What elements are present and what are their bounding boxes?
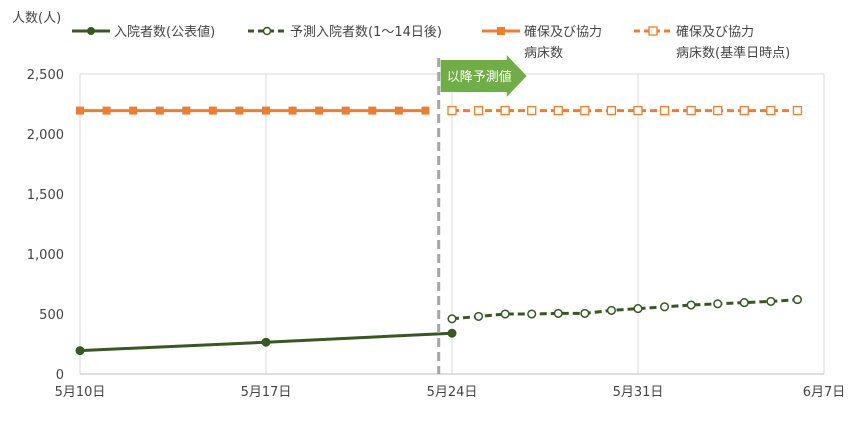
legend: 入院者数(公表値) 予測入院者数(1～14日後) 確保及び協力 病床数 確保及び… [72, 24, 790, 61]
y-tick-label: 2,000 [27, 128, 64, 143]
data-point [580, 105, 590, 116]
data-point [686, 300, 696, 310]
data-point [527, 105, 537, 116]
data-point [606, 305, 616, 315]
data-point [739, 298, 749, 308]
legend-label-forecast: 予測入院者数(1～14日後) [290, 25, 442, 40]
y-tick-label: 1,000 [27, 248, 64, 263]
data-point [262, 106, 270, 115]
data-point [447, 105, 457, 116]
x-tick-label: 5月24日 [427, 385, 478, 400]
forecast-arrow [440, 55, 527, 97]
data-point [766, 296, 776, 306]
data-point [368, 106, 377, 115]
data-point [633, 304, 643, 314]
data-point [500, 309, 510, 319]
data-point [473, 105, 484, 116]
legend-label-reported: 入院者数(公表値) [114, 24, 215, 40]
data-point [421, 106, 430, 115]
data-point [76, 106, 84, 115]
data-point [315, 106, 324, 115]
data-point [739, 105, 749, 116]
data-point [527, 309, 537, 319]
legend-label-beds-base: 確保及び協力 病床数(基準日時点) [676, 24, 790, 61]
y-axis-label: 人数(人) [12, 11, 61, 26]
data-point [261, 337, 271, 347]
data-point [660, 302, 670, 312]
legend-item-beds-base: 確保及び協力 病床数(基準日時点) [634, 24, 790, 61]
data-point [553, 308, 563, 318]
legend-item-forecast: 予測入院者数(1～14日後) [248, 25, 442, 40]
forecast-annotation: 以降予測値 [437, 55, 527, 374]
data-point [394, 106, 403, 115]
data-point [792, 295, 802, 305]
plot-series [75, 105, 803, 356]
data-point [686, 105, 696, 116]
data-point [474, 311, 484, 321]
data-point [713, 299, 723, 309]
forecast-arrow-label: 以降予測値 [447, 69, 512, 85]
x-tick-label: 5月31日 [613, 385, 664, 400]
x-tick-label: 5月10日 [55, 385, 106, 400]
data-point [447, 314, 457, 324]
data-point [500, 105, 510, 116]
data-point [606, 105, 617, 116]
legend-label-beds: 確保及び協力 病床数 [524, 24, 606, 61]
data-point [129, 106, 138, 115]
data-point [341, 106, 350, 115]
data-point [75, 346, 85, 356]
data-point [633, 105, 643, 116]
y-tick-label: 2,500 [27, 68, 64, 83]
data-point [182, 106, 191, 115]
data-point [553, 105, 563, 116]
legend-item-beds: 確保及び協力 病床数 [482, 24, 606, 61]
data-point [235, 106, 244, 115]
y-tick-label: 1,500 [27, 188, 64, 203]
data-point [155, 106, 164, 115]
axes: 0 500 1,000 1,500 2,000 2,500 5月10日 5月17日 5月24日 5… [27, 68, 845, 400]
data-point [713, 105, 723, 116]
data-point [102, 106, 111, 115]
legend-item-reported: 入院者数(公表値) [72, 24, 215, 40]
data-point [580, 308, 590, 318]
data-point [766, 105, 776, 116]
data-point [792, 105, 803, 116]
y-tick-label: 500 [39, 308, 64, 323]
data-point [208, 106, 217, 115]
data-point [447, 328, 457, 338]
data-point [659, 105, 670, 116]
y-tick-label: 0 [56, 368, 64, 383]
x-tick-label: 5月17日 [241, 385, 292, 400]
x-tick-label: 6月7日 [803, 385, 846, 400]
data-point [288, 106, 297, 115]
